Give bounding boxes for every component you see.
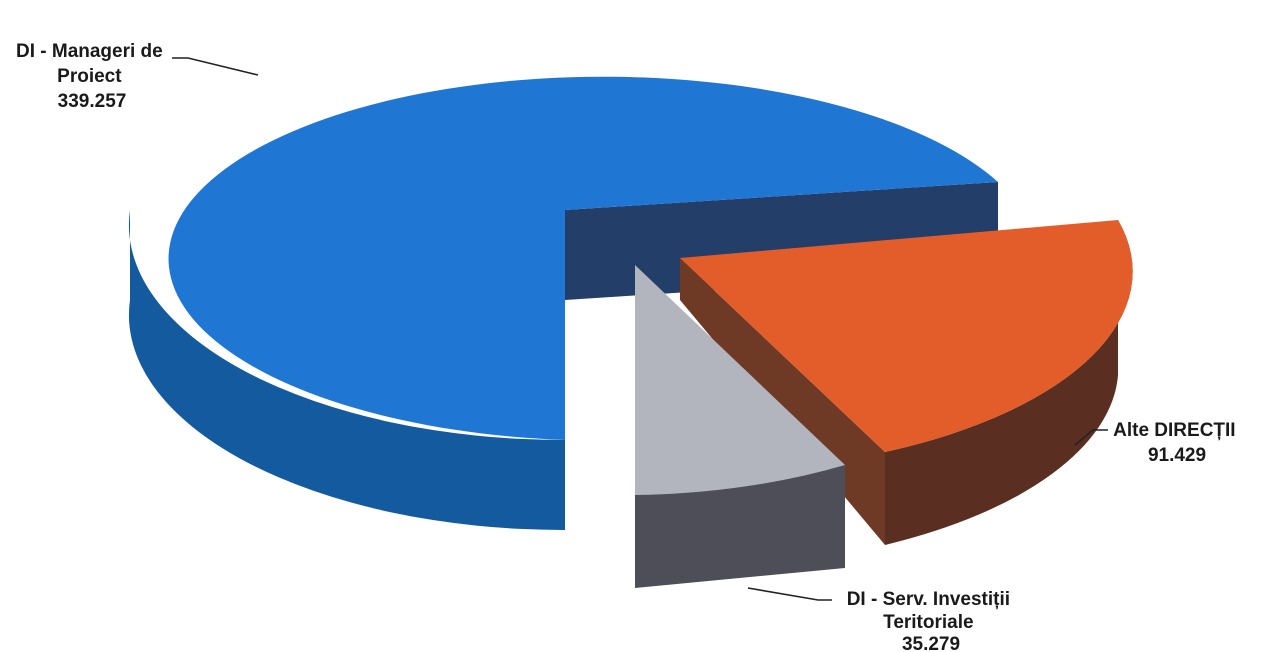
data-label-serv-line1: DI - Serv. Investiții bbox=[847, 589, 1010, 610]
slice-top-alte bbox=[680, 220, 1133, 452]
data-label-managers-line2: Proiect bbox=[57, 66, 122, 87]
pie-slice-serv bbox=[635, 265, 845, 588]
data-label-alte: Alte DIRECȚII 91.429 bbox=[1113, 420, 1241, 466]
data-label-managers: DI - Manageri de Proiect 339.257 bbox=[16, 41, 168, 112]
slice-top-managers bbox=[168, 76, 999, 440]
data-label-alte-value: 91.429 bbox=[1148, 445, 1206, 466]
slice-side-serv bbox=[635, 465, 845, 588]
data-label-managers-value: 339.257 bbox=[58, 91, 127, 112]
data-label-serv-line2: Teritoriale bbox=[883, 612, 973, 633]
slice-top-serv bbox=[635, 265, 845, 495]
data-label-serv-value: 35.279 bbox=[902, 634, 960, 652]
leader-line-serv bbox=[747, 587, 832, 601]
data-label-managers-line1: DI - Manageri de bbox=[16, 41, 163, 62]
slice-side-managers bbox=[128, 210, 565, 531]
slice-side-alte bbox=[885, 220, 1133, 545]
data-label-serv: DI - Serv. Investiții Teritoriale 35.279 bbox=[847, 589, 1016, 652]
leader-line-alte bbox=[1074, 429, 1108, 446]
data-label-alte-line1: Alte DIRECȚII bbox=[1113, 420, 1235, 441]
leader-line-managers bbox=[172, 57, 259, 76]
